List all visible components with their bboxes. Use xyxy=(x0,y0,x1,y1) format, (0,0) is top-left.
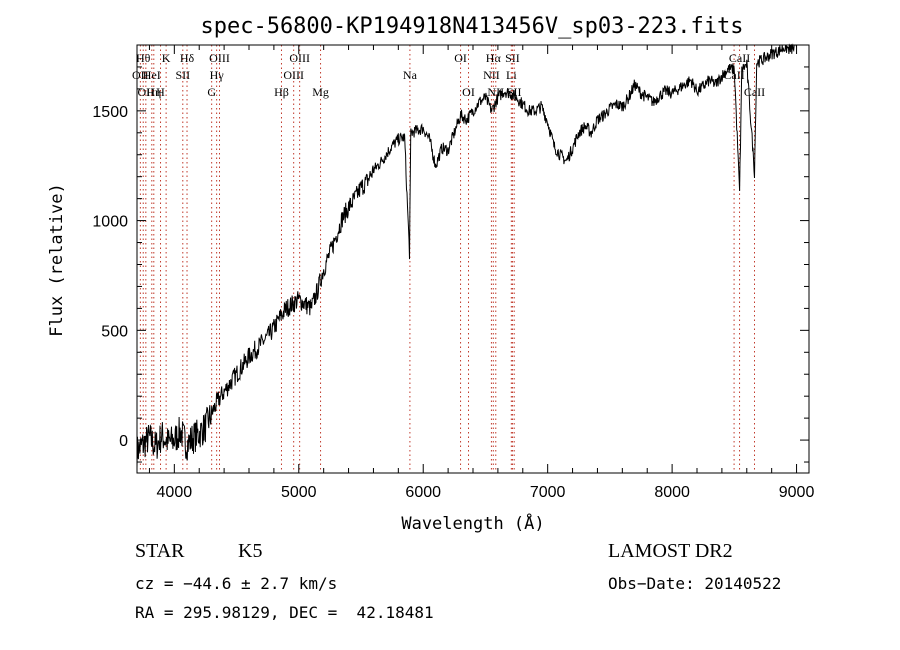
axis-ticks: 4000 5000 6000 7000 8000 9000 0 500 1000 1500 xyxy=(92,45,814,501)
x-tick-label: 4000 xyxy=(157,484,193,501)
redshift-text: cz = −44.6 ± 2.7 km/s xyxy=(135,574,338,593)
y-tick-label: 500 xyxy=(101,323,128,340)
chart-title: spec-56800-KP194918N413456V_sp03-223.fit… xyxy=(200,14,743,39)
spectrum-line xyxy=(136,43,798,468)
spectral-line-label: Hδ xyxy=(180,51,195,65)
x-axis-label: Wavelength (Å) xyxy=(401,512,544,534)
spectral-line-label: OI xyxy=(462,85,475,99)
y-tick-label: 1500 xyxy=(92,104,128,121)
x-tick-label: 7000 xyxy=(530,484,566,501)
spectral-line-label: SII xyxy=(505,51,520,65)
spectral-line-label: Mg xyxy=(312,85,329,99)
y-axis-label: Flux (relative) xyxy=(47,183,67,337)
spectral-line-label: Na xyxy=(403,68,418,82)
spectral-line-label: Hθ xyxy=(136,51,151,65)
spectral-line-label: Hη xyxy=(146,85,161,99)
x-tick-label: 9000 xyxy=(779,484,815,501)
spectral-line-label: NII xyxy=(487,85,504,99)
object-class: STAR xyxy=(135,540,185,562)
spectral-line-label: OIII xyxy=(209,51,230,65)
x-tick-label: 5000 xyxy=(281,484,317,501)
spectral-line-label: H xyxy=(156,85,165,99)
spectral-line-label: OII xyxy=(132,68,149,82)
spectral-line-label: NII xyxy=(483,68,500,82)
spectrum-series xyxy=(136,43,798,468)
spectral-line-label: Li xyxy=(506,68,517,82)
spectral-line-label: Hβ xyxy=(274,85,289,99)
spectral-line-label: Hγ xyxy=(210,68,225,82)
survey-label: LAMOST DR2 xyxy=(608,540,733,562)
subclass: K5 xyxy=(238,540,263,562)
spectral-line-label: CaII xyxy=(744,85,765,99)
spectral-line-markers: HθOIIOIIHeIHηHKSIIHδGHγOIIIHβOIIIOIIIMgN… xyxy=(132,45,765,473)
obs-date: Obs−Date: 20140522 xyxy=(608,574,782,593)
y-tick-label: 1000 xyxy=(92,214,128,231)
coordinates: RA = 295.98129, DEC = 42.18481 xyxy=(135,603,434,622)
spectral-line-label: OIII xyxy=(283,68,304,82)
plot-frame xyxy=(136,44,810,474)
spectral-line-label: K xyxy=(162,51,171,65)
spectral-line-label: SII xyxy=(175,68,190,82)
x-tick-label: 8000 xyxy=(654,484,690,501)
spectral-line-label: Hα xyxy=(486,51,502,65)
spectral-line-label: G xyxy=(207,85,216,99)
spectral-line-label: CaII xyxy=(729,51,750,65)
y-tick-label: 0 xyxy=(119,433,128,450)
spectral-line-label: OI xyxy=(454,51,467,65)
spectral-line-label: OIII xyxy=(289,51,310,65)
spectral-line-label: HeI xyxy=(143,68,161,82)
x-tick-label: 6000 xyxy=(405,484,441,501)
